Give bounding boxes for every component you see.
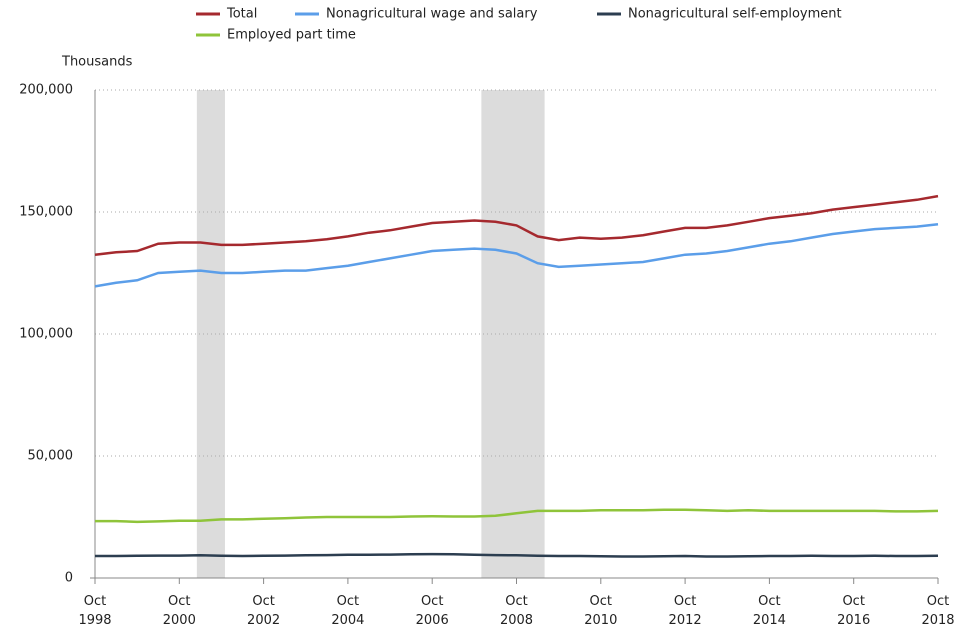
x-tick-label: Oct 2010 — [584, 594, 618, 628]
y-tick-label: 50,000 — [28, 449, 74, 464]
y-axis-title: Thousands — [61, 55, 133, 70]
legend-label: Nonagricultural wage and salary — [326, 7, 538, 22]
shaded-period — [196, 90, 225, 578]
series-line — [94, 222, 939, 288]
legend-label: Nonagricultural self-employment — [628, 7, 842, 22]
y-tick-label: 0 — [65, 571, 73, 586]
x-tick-label: Oct 2004 — [331, 594, 365, 628]
legend-label: Employed part time — [227, 28, 356, 43]
series-line — [95, 508, 939, 524]
x-tick-label: Oct 2002 — [247, 594, 281, 628]
x-tick-label: Oct 2000 — [162, 594, 196, 628]
y-tick-label: 200,000 — [19, 83, 73, 98]
y-tick-label: 100,000 — [19, 327, 73, 342]
y-tick-label: 150,000 — [19, 205, 73, 220]
x-tick-label: Oct 2018 — [921, 594, 955, 628]
x-tick-label: Oct 2014 — [752, 594, 786, 628]
legend-label: Total — [226, 7, 257, 22]
x-tick-label: Oct 2006 — [415, 594, 449, 628]
x-tick-label: Oct 2012 — [668, 594, 702, 628]
x-tick-label: Oct 1998 — [78, 594, 112, 628]
x-tick-label: Oct 2016 — [837, 594, 871, 628]
x-tick-label: Oct 2008 — [499, 594, 534, 628]
series-line — [94, 194, 939, 256]
series-line — [95, 552, 939, 558]
